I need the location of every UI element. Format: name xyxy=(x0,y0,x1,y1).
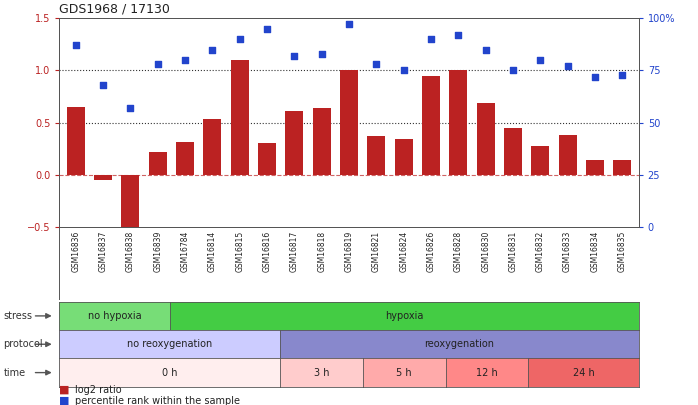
Text: GSM16824: GSM16824 xyxy=(399,230,408,272)
Text: GSM16831: GSM16831 xyxy=(508,230,517,272)
Text: percentile rank within the sample: percentile rank within the sample xyxy=(75,396,239,405)
Text: 0 h: 0 h xyxy=(162,368,177,377)
Text: GSM16815: GSM16815 xyxy=(235,230,244,272)
Text: no reoxygenation: no reoxygenation xyxy=(127,339,212,349)
Bar xyxy=(614,160,631,175)
Point xyxy=(398,67,409,74)
Point xyxy=(343,21,355,28)
Text: reoxygenation: reoxygenation xyxy=(424,339,494,349)
Bar xyxy=(313,108,331,175)
Text: ■: ■ xyxy=(59,385,70,394)
Point xyxy=(316,51,327,57)
Text: GSM16839: GSM16839 xyxy=(153,230,162,272)
Point xyxy=(371,61,382,67)
Text: GSM16819: GSM16819 xyxy=(345,230,353,272)
Point xyxy=(589,73,600,80)
Text: GSM16818: GSM16818 xyxy=(317,230,326,272)
Text: GSM16784: GSM16784 xyxy=(181,230,190,272)
Text: GDS1968 / 17130: GDS1968 / 17130 xyxy=(59,3,170,16)
Point xyxy=(535,57,546,63)
Bar xyxy=(395,139,413,175)
Bar xyxy=(121,175,140,235)
Bar xyxy=(176,142,194,175)
Bar xyxy=(531,147,549,175)
Point xyxy=(289,53,300,59)
Text: stress: stress xyxy=(3,311,33,321)
Point xyxy=(234,36,245,43)
Text: 12 h: 12 h xyxy=(476,368,498,377)
Text: GSM16834: GSM16834 xyxy=(591,230,600,272)
Bar xyxy=(204,119,221,175)
Bar xyxy=(422,76,440,175)
Text: GSM16836: GSM16836 xyxy=(71,230,80,272)
Bar xyxy=(149,152,167,175)
Point xyxy=(480,46,491,53)
Text: 24 h: 24 h xyxy=(572,368,595,377)
Bar xyxy=(586,160,604,175)
Text: GSM16828: GSM16828 xyxy=(454,230,463,272)
Text: no hypoxia: no hypoxia xyxy=(88,311,141,321)
Point xyxy=(425,36,436,43)
Point xyxy=(125,104,136,111)
Point xyxy=(562,63,573,69)
Text: 5 h: 5 h xyxy=(396,368,412,377)
Bar xyxy=(94,175,112,180)
Text: GSM16821: GSM16821 xyxy=(372,230,381,272)
Bar xyxy=(285,111,303,175)
Point xyxy=(98,82,109,88)
Text: GSM16835: GSM16835 xyxy=(618,230,627,272)
Point xyxy=(262,26,273,32)
Text: protocol: protocol xyxy=(3,339,43,349)
Text: log2 ratio: log2 ratio xyxy=(75,385,121,394)
Bar xyxy=(258,143,276,175)
Point xyxy=(207,46,218,53)
Point xyxy=(179,57,191,63)
Bar xyxy=(67,107,84,175)
Point xyxy=(507,67,519,74)
Bar xyxy=(558,135,577,175)
Text: GSM16833: GSM16833 xyxy=(563,230,572,272)
Bar xyxy=(340,70,358,175)
Text: GSM16817: GSM16817 xyxy=(290,230,299,272)
Text: GSM16814: GSM16814 xyxy=(208,230,217,272)
Bar xyxy=(231,60,248,175)
Text: GSM16838: GSM16838 xyxy=(126,230,135,272)
Bar xyxy=(450,70,467,175)
Point xyxy=(453,32,464,38)
Text: GSM16832: GSM16832 xyxy=(536,230,545,272)
Point xyxy=(70,42,81,49)
Text: GSM16826: GSM16826 xyxy=(426,230,436,272)
Bar xyxy=(477,103,494,175)
Text: time: time xyxy=(3,368,26,377)
Text: GSM16830: GSM16830 xyxy=(481,230,490,272)
Point xyxy=(617,71,628,78)
Bar xyxy=(367,136,385,175)
Bar xyxy=(504,128,522,175)
Text: GSM16816: GSM16816 xyxy=(262,230,272,272)
Text: hypoxia: hypoxia xyxy=(385,311,424,321)
Text: ■: ■ xyxy=(59,396,70,405)
Text: GSM16837: GSM16837 xyxy=(98,230,107,272)
Point xyxy=(152,61,163,67)
Text: 3 h: 3 h xyxy=(313,368,329,377)
